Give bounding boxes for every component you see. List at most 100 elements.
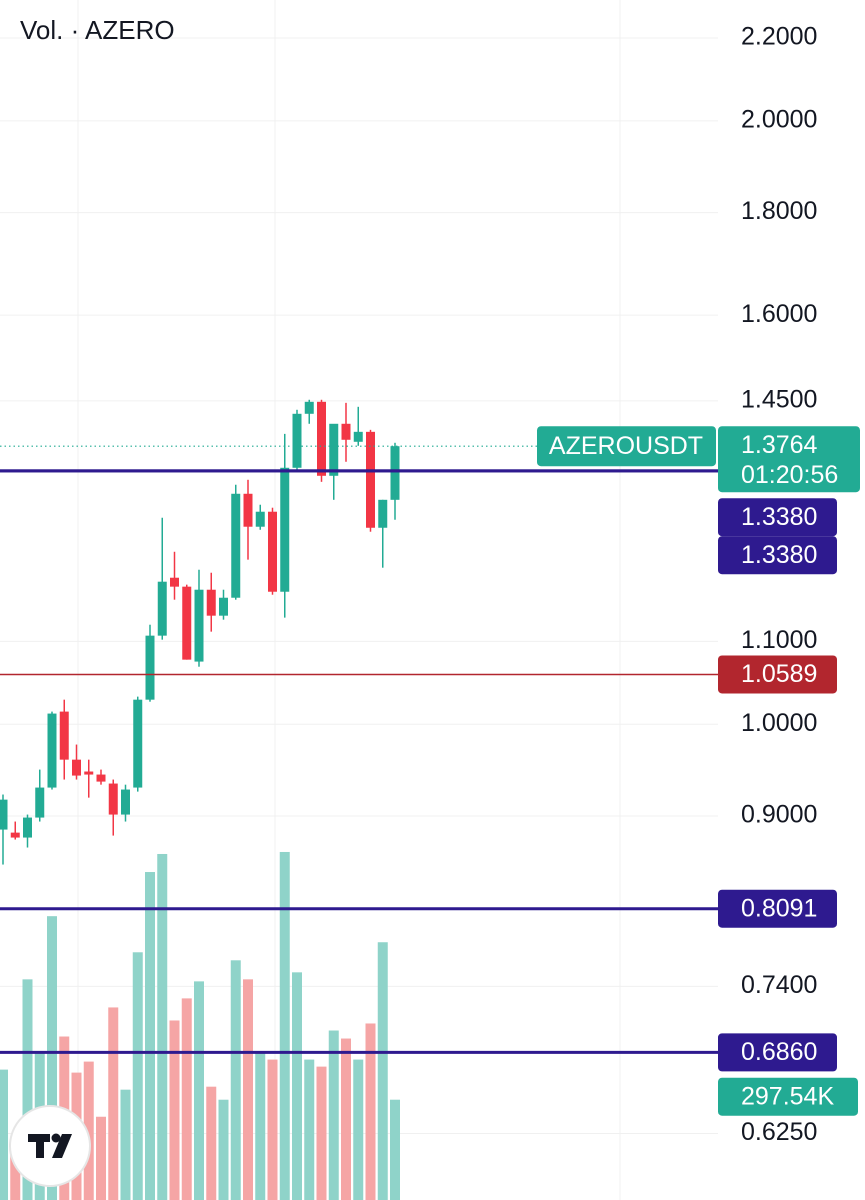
- volume-bar: [255, 1052, 266, 1200]
- volume-label: 297.54K: [741, 1082, 834, 1110]
- price-line-box: [718, 1033, 837, 1072]
- candle-body: [341, 423, 351, 440]
- candle-body: [182, 586, 192, 660]
- candle-body: [0, 799, 8, 830]
- volume-bar: [243, 979, 253, 1200]
- volume-bar: [341, 1038, 351, 1200]
- y-tick-label: 1.4500: [741, 385, 817, 413]
- candle-body: [243, 493, 253, 527]
- volume-bar: [267, 1059, 278, 1200]
- candle-body: [23, 817, 32, 838]
- time-grid: [77, 0, 621, 1200]
- volume: [0, 851, 400, 1200]
- volume-bar: [353, 1059, 364, 1200]
- price-line-label: 1.3380: [741, 503, 817, 531]
- logo-circle: [9, 1105, 91, 1187]
- symbol-label: AZEROUSDT: [549, 432, 703, 460]
- volume-bar: [230, 960, 241, 1200]
- volume-bar: [47, 916, 57, 1200]
- y-tick-label: 1.6000: [741, 300, 817, 328]
- volume-bar: [279, 851, 290, 1200]
- candle-body: [219, 597, 228, 616]
- candle-body: [47, 713, 57, 788]
- volume-bar: [292, 972, 302, 1200]
- y-tick-label: 1.8000: [741, 197, 817, 225]
- price-line-box: [718, 889, 837, 928]
- candle-body: [206, 589, 216, 616]
- y-tick-label: 0.6250: [741, 1118, 817, 1146]
- candle-body: [157, 581, 167, 636]
- volume-bar: [96, 1116, 106, 1200]
- volume-bar: [377, 942, 388, 1200]
- logo-shape: [51, 1133, 61, 1143]
- chart-title: Vol. · AZERO: [20, 15, 175, 45]
- volume-bar: [365, 1023, 376, 1200]
- candle-body: [170, 577, 179, 587]
- y-tick-label: 0.7400: [741, 971, 817, 999]
- candle-body: [255, 511, 265, 527]
- candle-body: [72, 759, 81, 776]
- volume-bar: [316, 1066, 327, 1200]
- y-tick-label: 2.0000: [741, 106, 817, 134]
- candle-body: [304, 401, 314, 414]
- candle-body: [121, 789, 130, 815]
- last-price-box: [718, 426, 860, 493]
- volume-bar: [83, 1061, 94, 1200]
- volume-label-box: [718, 1077, 858, 1116]
- volume-bar: [0, 1069, 8, 1200]
- volume-bar: [390, 1099, 400, 1200]
- logo: [9, 1105, 91, 1187]
- volume-bar: [157, 853, 168, 1200]
- volume-bar: [328, 1030, 339, 1200]
- symbol-label-box: [537, 426, 716, 467]
- candle-body: [96, 774, 106, 782]
- candle-body: [280, 467, 290, 592]
- price-line-label: 1.3380: [741, 541, 817, 569]
- price-line-box: [718, 655, 837, 694]
- logo-shape: [36, 1134, 44, 1158]
- volume-bar: [194, 981, 204, 1200]
- volume-bar: [10, 1144, 21, 1200]
- candle-body: [84, 771, 94, 775]
- volume-bar: [132, 952, 143, 1200]
- volume-bar: [218, 1099, 229, 1200]
- volume-bar: [120, 1089, 131, 1200]
- candle-body: [317, 401, 326, 476]
- candle-body: [353, 431, 363, 442]
- volume-bar: [206, 1086, 217, 1200]
- volume-bar: [22, 979, 33, 1200]
- candle-body: [108, 783, 118, 815]
- candle-body: [35, 787, 45, 818]
- price-line-label: 0.8091: [741, 894, 817, 922]
- volume-bar: [108, 1007, 119, 1200]
- candle-body: [10, 832, 20, 838]
- price-lines: [0, 445, 718, 1054]
- volume-bar: [145, 872, 155, 1200]
- candle-body: [145, 635, 155, 700]
- price-axis: 2.2000 2.0000 1.8000 1.6000 1.4500 1.1000 1.00…: [741, 23, 817, 1147]
- y-tick-label: 1.0000: [741, 709, 817, 737]
- candle-body: [268, 511, 277, 592]
- candle-body: [292, 413, 302, 468]
- candle-body: [390, 446, 400, 500]
- candle-body: [133, 699, 143, 788]
- countdown-label: 01:20:56: [741, 461, 838, 489]
- volume-bar: [304, 1059, 315, 1200]
- candle-body: [231, 493, 241, 598]
- logo-shape: [52, 1134, 72, 1158]
- candle-body: [329, 423, 339, 476]
- price-line-box: [718, 498, 837, 537]
- candle-body: [194, 589, 204, 662]
- volume-bar: [181, 998, 192, 1200]
- y-tick-label: 1.1000: [741, 626, 817, 654]
- last-price-label: 1.3764: [741, 431, 818, 459]
- candle-body: [59, 711, 69, 760]
- volume-bar: [169, 1020, 180, 1200]
- candle-body: [366, 431, 375, 528]
- candles: [0, 399, 400, 865]
- candle-body: [378, 499, 388, 528]
